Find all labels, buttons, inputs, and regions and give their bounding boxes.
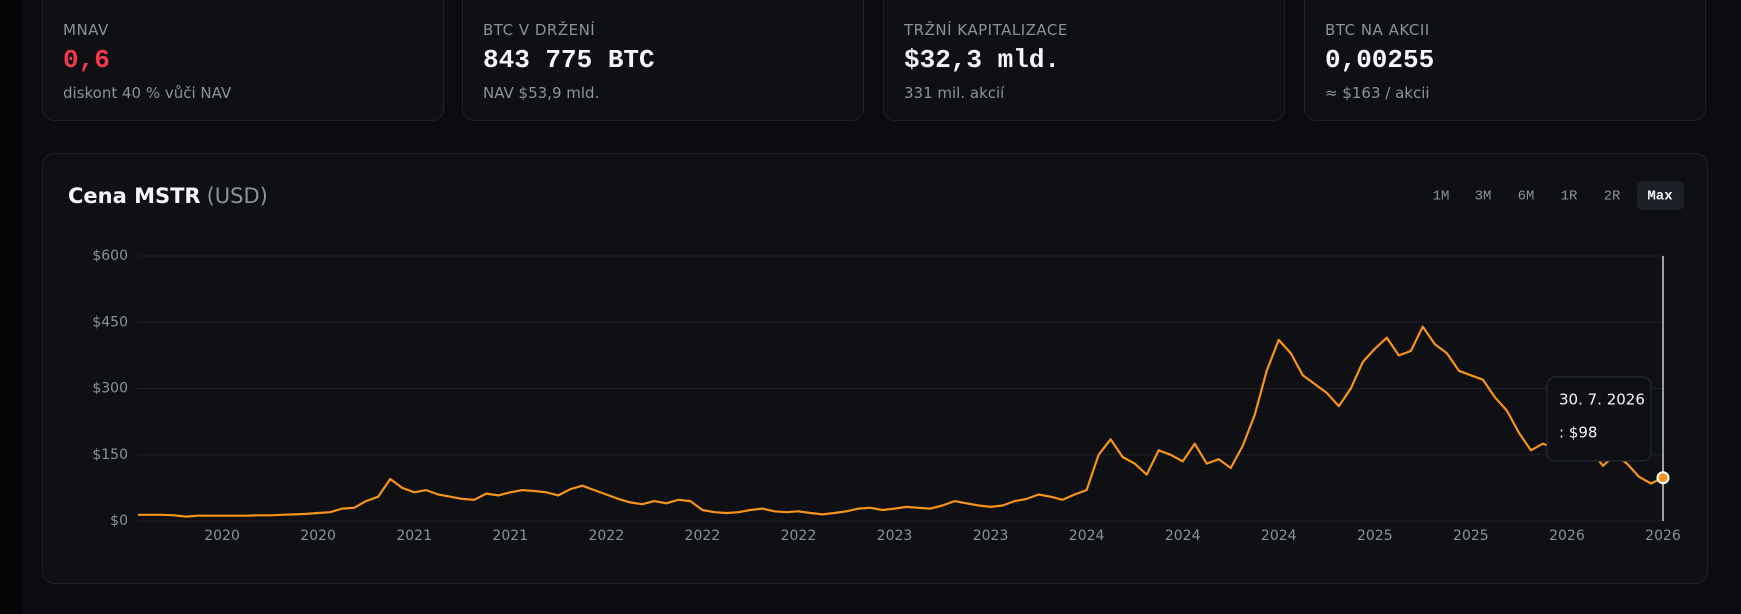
range-button[interactable]: 2R xyxy=(1604,189,1621,205)
stat-value: 0,00255 xyxy=(1325,45,1435,75)
hover-point xyxy=(1656,471,1670,485)
y-tick-label: $450 xyxy=(92,314,128,330)
x-tick-label: 2026 xyxy=(1645,528,1681,544)
x-tick-label: 2021 xyxy=(396,528,432,544)
tooltip-value: : $98 xyxy=(1559,424,1597,442)
y-tick-label: $150 xyxy=(92,447,128,463)
stat-note: ≈ $163 / akcii xyxy=(1325,84,1430,102)
y-tick-label: $600 xyxy=(92,248,128,264)
chart-title: Cena MSTR (USD) xyxy=(68,184,268,208)
stat-value: 843 775 BTC xyxy=(483,45,655,75)
x-tick-label: 2020 xyxy=(300,528,336,544)
x-tick-label: 2024 xyxy=(1165,528,1201,544)
stat-label: MNAV xyxy=(63,21,109,39)
x-tick-label: 2022 xyxy=(588,528,624,544)
range-button[interactable]: 1R xyxy=(1561,189,1578,205)
x-tick-label: 2024 xyxy=(1069,528,1105,544)
range-button[interactable]: 1M xyxy=(1433,189,1450,205)
stat-card: BTC NA AKCII 0,00255 ≈ $163 / akcii xyxy=(1304,0,1706,121)
stat-card: MNAV 0,6 diskont 40 % vůči NAV xyxy=(42,0,444,121)
tooltip-box xyxy=(1546,376,1652,462)
stat-note: NAV $53,9 mld. xyxy=(483,84,600,102)
stat-label: TRŽNÍ KAPITALIZACE xyxy=(904,21,1068,39)
x-tick-label: 2025 xyxy=(1453,528,1489,544)
y-tick-label: $0 xyxy=(110,513,128,529)
x-tick-label: 2024 xyxy=(1261,528,1297,544)
stat-label: BTC NA AKCII xyxy=(1325,21,1430,39)
range-button[interactable]: 3M xyxy=(1475,189,1492,205)
x-tick-label: 2023 xyxy=(877,528,913,544)
x-tick-label: 2025 xyxy=(1357,528,1393,544)
side-strip xyxy=(0,0,22,614)
stat-label: BTC V DRŽENÍ xyxy=(483,21,596,39)
y-tick-label: $300 xyxy=(92,381,128,397)
stat-value: $32,3 mld. xyxy=(904,45,1061,75)
range-button-active xyxy=(1637,181,1684,210)
stat-note: diskont 40 % vůči NAV xyxy=(63,84,232,102)
range-button[interactable]: Max xyxy=(1647,189,1673,205)
stat-card: BTC V DRŽENÍ 843 775 BTC NAV $53,9 mld. xyxy=(462,0,864,121)
subtitle: (USD) xyxy=(207,184,268,208)
x-tick-label: 2022 xyxy=(685,528,721,544)
stat-card: TRŽNÍ KAPITALIZACE $32,3 mld. 331 mil. akc… xyxy=(883,0,1285,121)
x-tick-label: 2021 xyxy=(492,528,528,544)
x-tick-label: 2023 xyxy=(973,528,1009,544)
x-tick-label: 2022 xyxy=(781,528,817,544)
price-line xyxy=(138,325,1664,518)
stat-note: 331 mil. akcií xyxy=(904,84,1005,102)
x-tick-label: 2020 xyxy=(204,528,240,544)
x-tick-label: 2026 xyxy=(1549,528,1585,544)
title: Cena MSTR xyxy=(68,184,201,208)
tooltip-date: 30. 7. 2026 xyxy=(1559,391,1645,409)
range-button[interactable]: 6M xyxy=(1518,189,1535,205)
stat-value: 0,6 xyxy=(63,45,110,75)
